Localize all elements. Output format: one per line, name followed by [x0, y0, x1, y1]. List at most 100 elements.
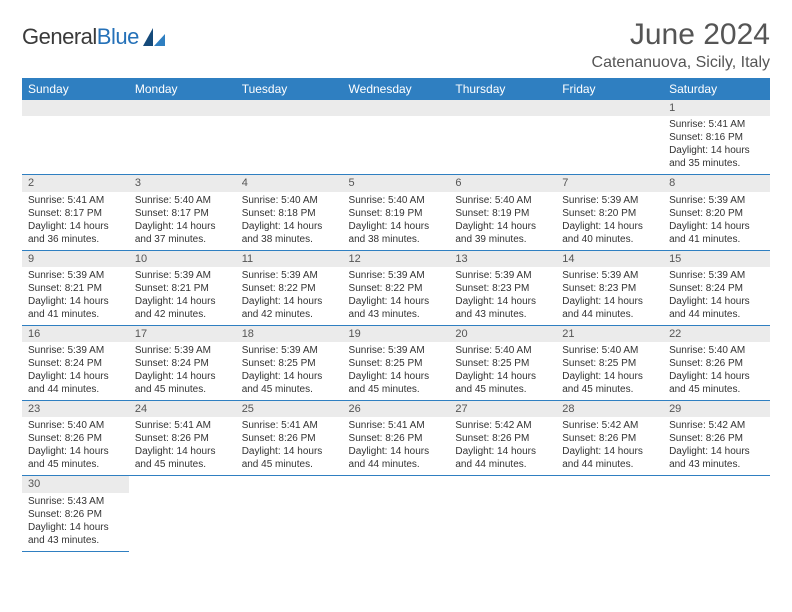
day-details-cell: Sunrise: 5:40 AMSunset: 8:26 PMDaylight:…	[22, 417, 129, 476]
day-number-cell: 8	[663, 175, 770, 192]
month-title: June 2024	[592, 18, 770, 52]
day-number-cell	[129, 100, 236, 116]
day-details-cell: Sunrise: 5:43 AMSunset: 8:26 PMDaylight:…	[22, 493, 129, 552]
daylight-text-2: and 39 minutes.	[455, 233, 550, 246]
details-row: Sunrise: 5:39 AM Sunset: 8:21 PM Daylight:…	[22, 267, 770, 326]
day-details-cell	[449, 116, 556, 175]
sunset-text: Sunset: 8:26 PM	[28, 508, 123, 521]
sunrise-text: Sunrise: 5:40 AM	[28, 419, 123, 432]
day-details-cell: Sunrise: 5:39 AMSunset: 8:20 PMDaylight:…	[556, 192, 663, 251]
day-number-cell	[236, 476, 343, 493]
daylight-text-1: Daylight: 14 hours	[242, 295, 337, 308]
daylight-text-2: and 35 minutes.	[669, 157, 764, 170]
weekday-header: Friday	[556, 78, 663, 100]
day-details-cell: Sunrise: 5:39 AMSunset: 8:22 PMDaylight:…	[343, 267, 450, 326]
day-number-cell: 22	[663, 325, 770, 342]
day-details-cell	[236, 493, 343, 552]
sunset-text: Sunset: 8:26 PM	[669, 432, 764, 445]
weekday-header: Monday	[129, 78, 236, 100]
day-number-cell	[22, 100, 129, 116]
daylight-text-1: Daylight: 14 hours	[135, 295, 230, 308]
day-details-cell: Sunrise: 5:40 AMSunset: 8:26 PMDaylight:…	[663, 342, 770, 401]
sunrise-text: Sunrise: 5:42 AM	[562, 419, 657, 432]
daylight-text-1: Daylight: 14 hours	[349, 445, 444, 458]
daylight-text-2: and 45 minutes.	[135, 458, 230, 471]
sunrise-text: Sunrise: 5:39 AM	[28, 344, 123, 357]
daylight-text-1: Daylight: 14 hours	[242, 370, 337, 383]
day-details-cell	[236, 116, 343, 175]
sunset-text: Sunset: 8:23 PM	[455, 282, 550, 295]
daylight-text-1: Daylight: 14 hours	[669, 295, 764, 308]
sunset-text: Sunset: 8:20 PM	[562, 207, 657, 220]
logo-text: GeneralBlue	[22, 24, 139, 50]
sunset-text: Sunset: 8:25 PM	[349, 357, 444, 370]
day-number-cell	[556, 100, 663, 116]
day-details-cell: Sunrise: 5:39 AMSunset: 8:21 PMDaylight:…	[129, 267, 236, 326]
daylight-text-1: Daylight: 14 hours	[28, 370, 123, 383]
sunrise-text: Sunrise: 5:40 AM	[349, 194, 444, 207]
sunset-text: Sunset: 8:26 PM	[349, 432, 444, 445]
day-details-cell: Sunrise: 5:39 AMSunset: 8:21 PMDaylight:…	[22, 267, 129, 326]
day-details-cell: Sunrise: 5:42 AMSunset: 8:26 PMDaylight:…	[556, 417, 663, 476]
daylight-text-2: and 42 minutes.	[135, 308, 230, 321]
day-details-cell: Sunrise: 5:41 AMSunset: 8:26 PMDaylight:…	[343, 417, 450, 476]
weekday-header: Wednesday	[343, 78, 450, 100]
day-details-cell	[556, 493, 663, 552]
day-number-cell: 1	[663, 100, 770, 116]
day-number-cell: 4	[236, 175, 343, 192]
weekday-header-row: SundayMondayTuesdayWednesdayThursdayFrid…	[22, 78, 770, 100]
sunset-text: Sunset: 8:24 PM	[28, 357, 123, 370]
day-number-cell: 10	[129, 250, 236, 267]
sunrise-text: Sunrise: 5:40 AM	[455, 194, 550, 207]
day-details-cell: Sunrise: 5:40 AMSunset: 8:18 PMDaylight:…	[236, 192, 343, 251]
daylight-text-2: and 44 minutes.	[28, 383, 123, 396]
day-number-cell: 29	[663, 401, 770, 418]
sunset-text: Sunset: 8:18 PM	[242, 207, 337, 220]
daylight-text-2: and 43 minutes.	[455, 308, 550, 321]
daylight-text-2: and 38 minutes.	[349, 233, 444, 246]
weekday-header: Tuesday	[236, 78, 343, 100]
day-details-cell: Sunrise: 5:39 AMSunset: 8:22 PMDaylight:…	[236, 267, 343, 326]
day-details-cell: Sunrise: 5:39 AMSunset: 8:23 PMDaylight:…	[449, 267, 556, 326]
daylight-text-2: and 45 minutes.	[242, 383, 337, 396]
details-row: Sunrise: 5:43 AMSunset: 8:26 PMDaylight:…	[22, 493, 770, 552]
daylight-text-2: and 45 minutes.	[669, 383, 764, 396]
day-details-cell: Sunrise: 5:39 AMSunset: 8:25 PMDaylight:…	[236, 342, 343, 401]
sunrise-text: Sunrise: 5:40 AM	[135, 194, 230, 207]
sunrise-text: Sunrise: 5:42 AM	[455, 419, 550, 432]
weekday-header: Sunday	[22, 78, 129, 100]
daylight-text-2: and 44 minutes.	[669, 308, 764, 321]
sunrise-text: Sunrise: 5:40 AM	[242, 194, 337, 207]
weekday-header: Saturday	[663, 78, 770, 100]
daylight-text-1: Daylight: 14 hours	[28, 521, 123, 534]
daylight-text-2: and 44 minutes.	[562, 308, 657, 321]
sunrise-text: Sunrise: 5:39 AM	[455, 269, 550, 282]
sunset-text: Sunset: 8:25 PM	[242, 357, 337, 370]
daylight-text-1: Daylight: 14 hours	[349, 295, 444, 308]
day-details-cell	[22, 116, 129, 175]
day-details-cell	[449, 493, 556, 552]
day-details-cell: Sunrise: 5:41 AMSunset: 8:26 PMDaylight:…	[129, 417, 236, 476]
daylight-text-2: and 41 minutes.	[669, 233, 764, 246]
sunset-text: Sunset: 8:21 PM	[28, 282, 123, 295]
logo-text-1: General	[22, 24, 97, 49]
daylight-text-1: Daylight: 14 hours	[135, 370, 230, 383]
day-details-cell	[343, 116, 450, 175]
sunrise-text: Sunrise: 5:41 AM	[28, 194, 123, 207]
day-details-cell: Sunrise: 5:41 AMSunset: 8:26 PMDaylight:…	[236, 417, 343, 476]
day-number-cell: 19	[343, 325, 450, 342]
day-number-cell: 15	[663, 250, 770, 267]
daylight-text-2: and 45 minutes.	[242, 458, 337, 471]
day-number-cell: 24	[129, 401, 236, 418]
sunrise-text: Sunrise: 5:40 AM	[455, 344, 550, 357]
day-details-cell: Sunrise: 5:41 AMSunset: 8:17 PMDaylight:…	[22, 192, 129, 251]
day-number-cell: 30	[22, 476, 129, 493]
sunset-text: Sunset: 8:26 PM	[562, 432, 657, 445]
day-number-cell: 11	[236, 250, 343, 267]
daylight-text-1: Daylight: 14 hours	[455, 445, 550, 458]
day-number-cell: 23	[22, 401, 129, 418]
day-number-cell	[663, 476, 770, 493]
day-number-cell	[343, 100, 450, 116]
daylight-text-2: and 45 minutes.	[28, 458, 123, 471]
details-row: Sunrise: 5:41 AMSunset: 8:17 PMDaylight:…	[22, 192, 770, 251]
